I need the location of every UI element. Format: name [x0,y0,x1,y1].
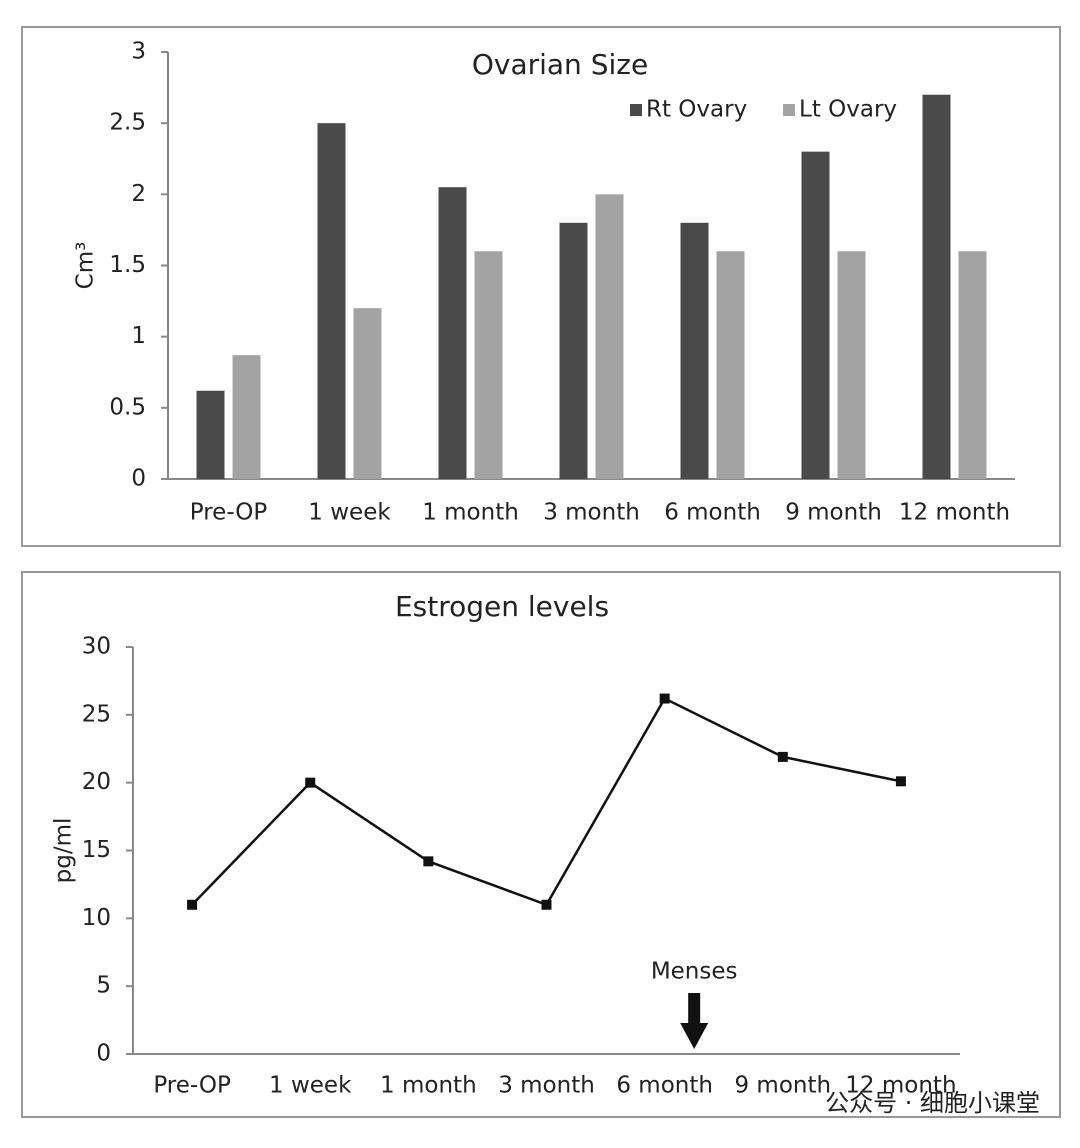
bar [196,390,225,479]
bar [559,222,588,480]
marker [423,856,434,867]
x-tick-label: 1 month [422,500,519,526]
bar [837,251,866,479]
y-tick-label: 10 [82,905,111,931]
x-tick-label: 6 month [616,1073,713,1099]
y-tick-label: 0 [131,466,146,492]
marker [895,776,906,787]
bar [801,151,830,479]
x-tick-label: 9 month [785,500,882,526]
chart-title: Estrogen levels [395,590,609,623]
chart-title: Ovarian Size [472,48,648,81]
x-tick-label: 1 week [269,1073,352,1099]
marker [541,899,552,910]
marker [659,693,670,704]
panel-frame [21,26,1061,547]
y-tick-label: 20 [82,769,111,795]
legend-label: Rt Ovary [646,97,747,123]
y-tick-label: 3 [131,39,146,65]
panel-frame [21,571,1061,1118]
bar [474,251,503,479]
x-tick-label: 9 month [734,1073,831,1099]
y-tick-label: 30 [82,634,111,660]
y-tick-label: 1.5 [109,252,146,278]
y-tick-label: 2.5 [109,110,146,136]
annotation-arrow [680,993,709,1049]
bar [438,187,467,479]
x-tick-label: Pre-OP [190,500,268,526]
y-tick-label: 0.5 [109,394,146,420]
y-tick-label: 2 [131,181,146,207]
x-tick-label: 3 month [498,1073,595,1099]
bar [680,222,709,480]
y-tick-label: 5 [96,973,111,999]
annotation: Menses [651,959,738,985]
y-tick-label: 1 [131,323,146,349]
legend-label: Lt Ovary [799,97,897,123]
bar [922,94,951,479]
x-tick-label: 3 month [543,500,640,526]
marker [777,751,788,762]
watermark: 公众号 · 细胞小课堂 [825,1089,1040,1117]
bar [958,251,987,479]
x-tick-label: 12 month [845,1073,956,1099]
legend-swatch [630,104,642,116]
x-tick-label: Pre-OP [153,1073,231,1099]
x-tick-label: 1 week [308,500,391,526]
x-tick-label: 1 month [380,1073,477,1099]
y-tick-label: 15 [82,837,111,863]
y-tick-label: 0 [96,1041,111,1067]
bar [595,194,624,480]
legend-swatch [783,104,795,116]
bar [716,251,745,479]
bar [232,355,261,479]
y-axis-label: pg/ml [51,818,77,884]
x-tick-label: 12 month [899,500,1010,526]
bar [317,123,346,480]
y-axis-label: Cm³ [73,242,99,290]
y-tick-label: 25 [82,701,111,727]
marker [187,899,198,910]
bar [353,308,382,479]
x-tick-label: 6 month [664,500,761,526]
marker [305,777,316,788]
